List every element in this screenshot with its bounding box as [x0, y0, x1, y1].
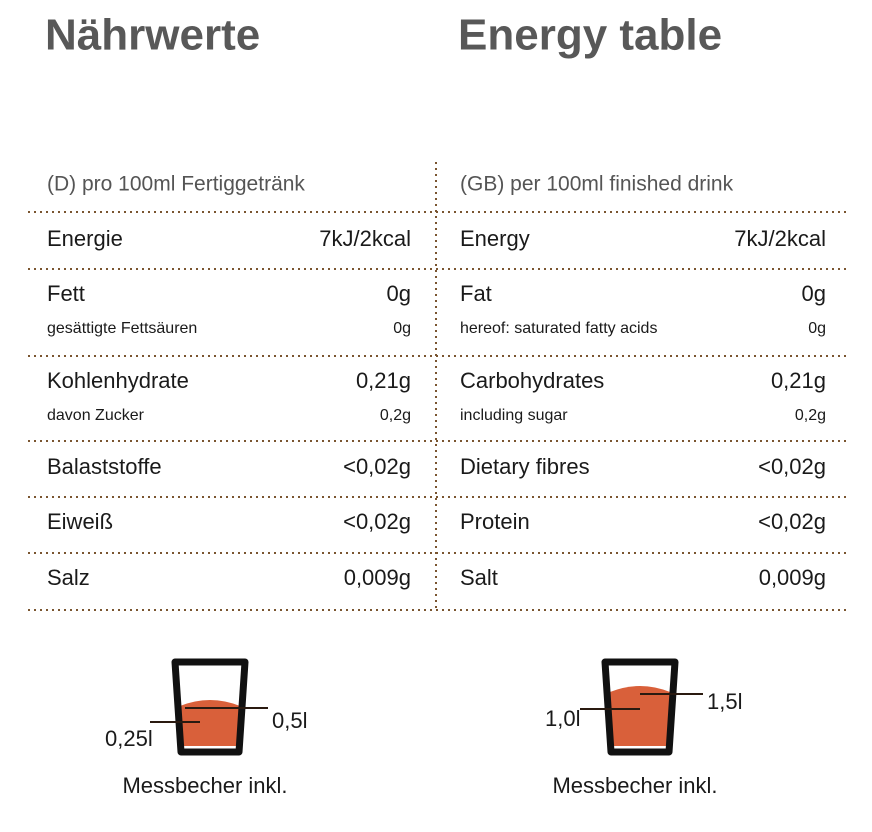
column-title: Nährwerte	[45, 11, 260, 60]
nutrient-name: Protein	[460, 509, 530, 534]
nutrient-name: Fat	[460, 281, 492, 306]
column-header: (D) pro 100ml Fertiggetränk	[47, 173, 305, 196]
cup-high-label: 0,5l	[272, 708, 307, 733]
nutrient-name: Salt	[460, 565, 498, 590]
nutrient-value: 0g	[387, 281, 411, 306]
cup-liquid	[180, 700, 240, 746]
column-title: Energy table	[458, 11, 722, 60]
cup-low-label: 0,25l	[105, 726, 153, 751]
nutrient-name: Energie	[47, 226, 123, 251]
nutrient-value: <0,02g	[343, 509, 411, 534]
sub-nutrient-value: 0,2g	[380, 407, 411, 424]
nutrient-name: Fett	[47, 281, 85, 306]
nutrient-name: Energy	[460, 226, 530, 251]
nutrient-name: Dietary fibres	[460, 454, 590, 479]
cup-liquid	[610, 686, 670, 746]
nutrient-value: <0,02g	[343, 454, 411, 479]
nutrient-name: Eiweiß	[47, 509, 113, 534]
nutrient-value: <0,02g	[758, 454, 826, 479]
cup-caption: Messbecher inkl.	[552, 773, 717, 798]
sub-nutrient-name: davon Zucker	[47, 407, 145, 424]
sub-nutrient-name: including sugar	[460, 407, 568, 424]
nutrient-value: <0,02g	[758, 509, 826, 534]
cup-high-label: 1,5l	[707, 689, 742, 714]
cup-outline	[601, 658, 679, 756]
nutrient-name: Kohlenhydrate	[47, 368, 189, 393]
sub-nutrient-value: 0g	[393, 320, 411, 337]
cup-caption: Messbecher inkl.	[122, 773, 287, 798]
sub-nutrient-name: hereof: saturated fatty acids	[460, 320, 657, 337]
nutrient-value: 0,21g	[771, 368, 826, 393]
nutrient-value: 7kJ/2kcal	[734, 226, 826, 251]
nutrient-name: Carbohydrates	[460, 368, 604, 393]
column-header: (GB) per 100ml finished drink	[460, 173, 734, 196]
nutrient-name: Balaststoffe	[47, 454, 162, 479]
nutrient-value: 0g	[802, 281, 826, 306]
nutrient-name: Salz	[47, 565, 90, 590]
nutrient-value: 0,009g	[759, 565, 826, 590]
nutrient-value: 0,21g	[356, 368, 411, 393]
sub-nutrient-name: gesättigte Fettsäuren	[47, 320, 197, 337]
cup-low-label: 1,0l	[545, 706, 580, 731]
sub-nutrient-value: 0g	[808, 320, 826, 337]
nutrient-value: 7kJ/2kcal	[319, 226, 411, 251]
sub-nutrient-value: 0,2g	[795, 407, 826, 424]
nutrient-value: 0,009g	[344, 565, 411, 590]
